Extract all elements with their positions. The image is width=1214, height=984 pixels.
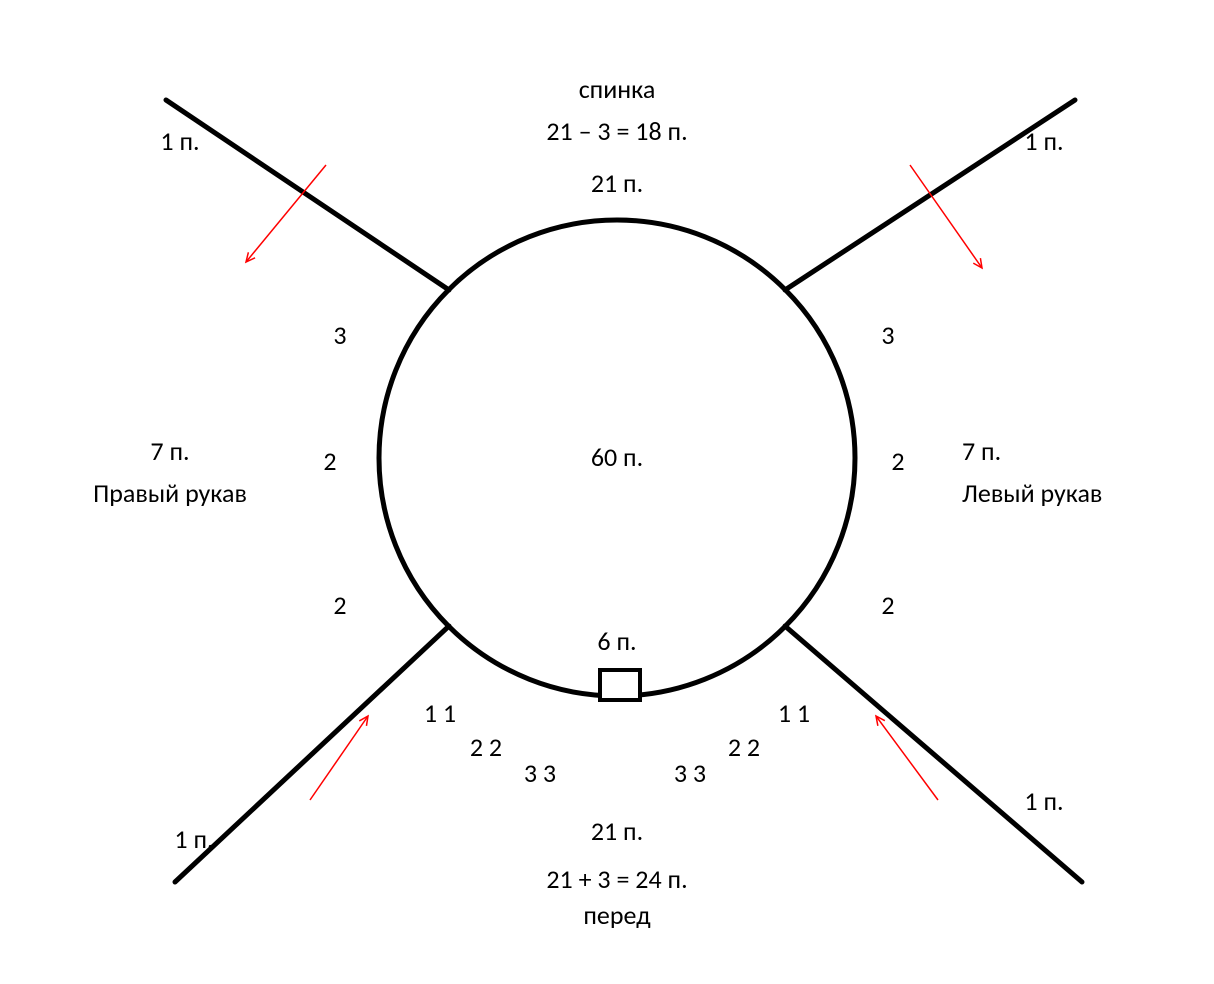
- label-top_title: спинка: [579, 73, 656, 105]
- label-bl_11: 1 1: [424, 697, 456, 729]
- label-top_calc: 21 – 3 = 18 п.: [546, 115, 687, 147]
- label-left_title: Правый рукав: [93, 477, 247, 509]
- label-bl_22: 2 2: [470, 731, 502, 763]
- label-notch_lbl: 6 п.: [597, 625, 636, 657]
- arrow-shaft-a_tr: [910, 165, 982, 268]
- label-l_2a: 2: [323, 445, 336, 477]
- label-bl_33: 3 3: [524, 757, 556, 789]
- label-l_2b: 2: [333, 589, 346, 621]
- raglan-lines-group: [166, 100, 1082, 882]
- arrow-head-a_bl: [359, 716, 368, 726]
- direction-arrows-group: [246, 165, 982, 800]
- label-br_33: 3 3: [674, 757, 706, 789]
- label-bot_title: перед: [583, 899, 651, 931]
- label-bot_calc: 21 + 3 = 24 п.: [546, 863, 687, 895]
- label-br_1p: 1 п.: [1024, 785, 1063, 817]
- labels-group: спинка21 – 3 = 18 п.21 п.60 п.6 п.21 п.2…: [93, 73, 1102, 931]
- label-tl_1p: 1 п.: [160, 125, 199, 157]
- raglan-line-bl: [175, 626, 449, 882]
- label-r_2b: 2: [881, 589, 894, 621]
- raglan-line-tl: [166, 100, 449, 290]
- label-right_title: Левый рукав: [962, 477, 1102, 509]
- raglan-diagram: спинка21 – 3 = 18 п.21 п.60 п.6 п.21 п.2…: [0, 0, 1214, 984]
- label-center: 60 п.: [591, 441, 643, 473]
- label-r_2a: 2: [891, 445, 904, 477]
- label-br_22: 2 2: [728, 731, 760, 763]
- raglan-line-br: [785, 626, 1082, 882]
- label-l_3: 3: [333, 319, 346, 351]
- label-bl_1p: 1 п.: [174, 823, 213, 855]
- label-left_count: 7 п.: [150, 435, 189, 467]
- label-right_count: 7 п.: [962, 435, 1001, 467]
- label-bot_count: 21 п.: [591, 815, 643, 847]
- label-r_3: 3: [881, 319, 894, 351]
- front-notch: [600, 670, 640, 700]
- label-br_11: 1 1: [778, 697, 810, 729]
- label-top_count: 21 п.: [591, 167, 643, 199]
- label-tr_1p: 1 п.: [1024, 125, 1063, 157]
